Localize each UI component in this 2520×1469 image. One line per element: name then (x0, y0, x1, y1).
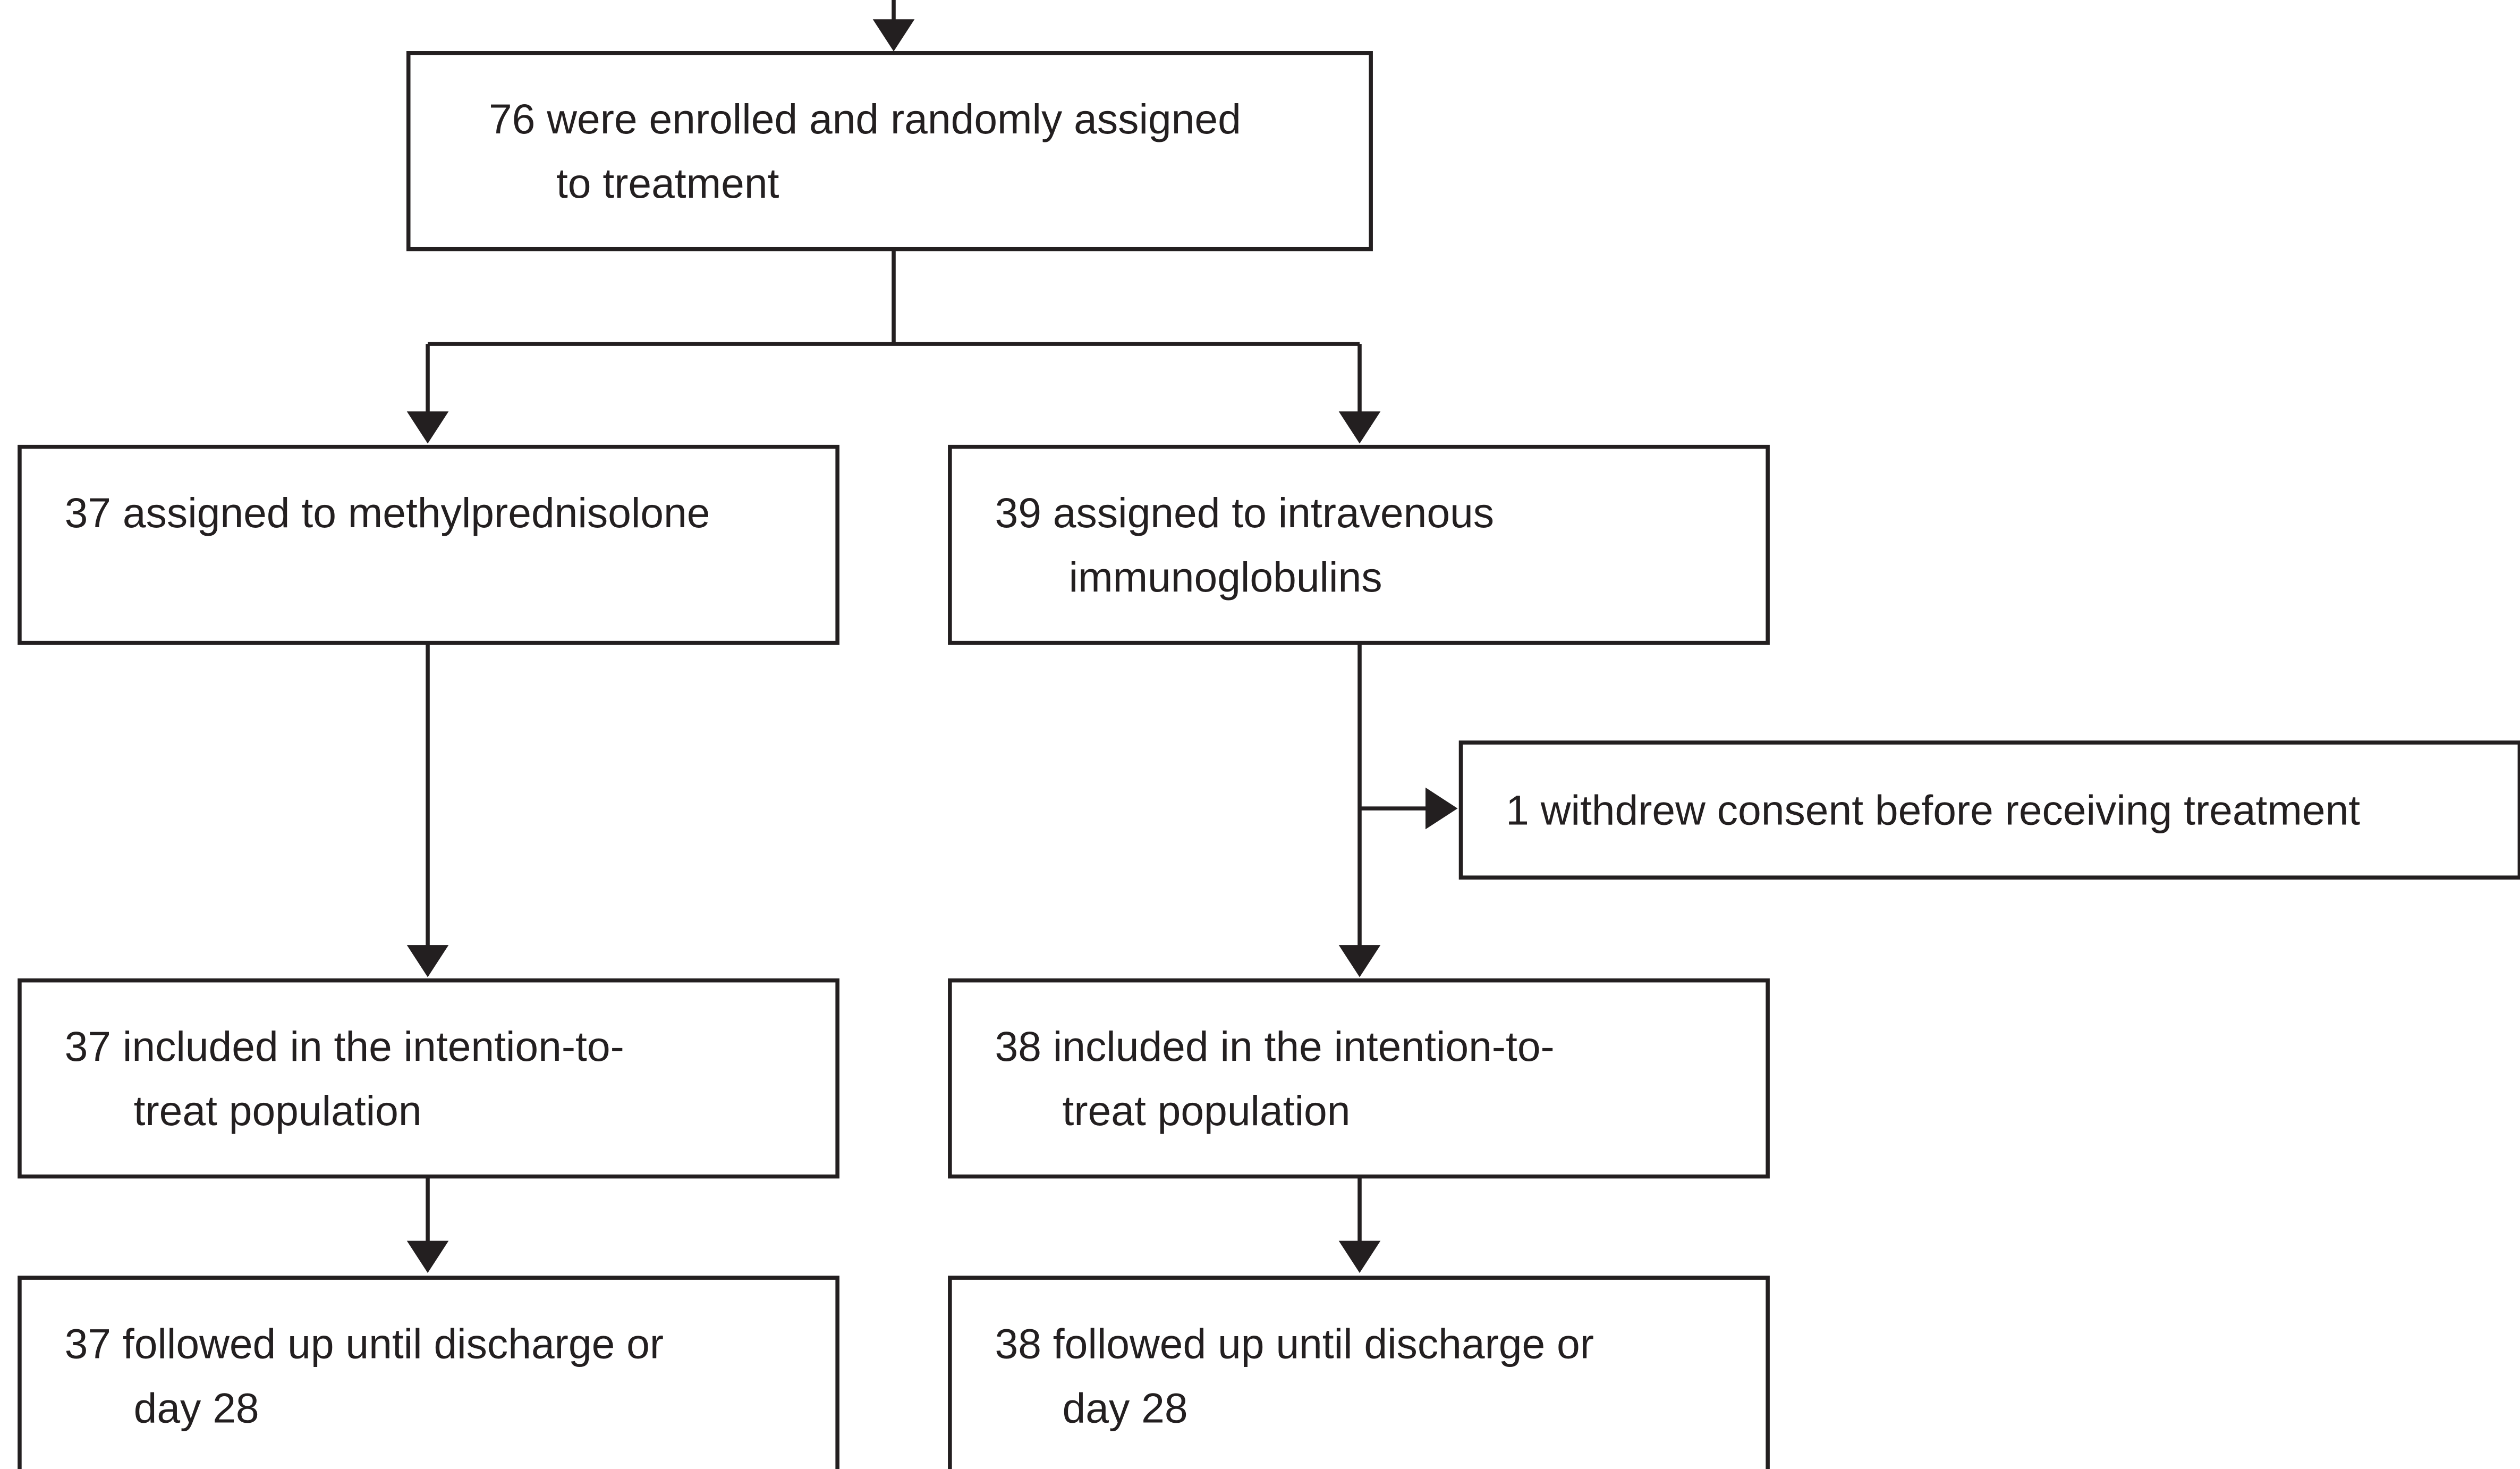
connectors (406, 0, 1458, 1273)
node-box (1458, 740, 2520, 880)
arrow-head (406, 411, 1381, 444)
node-label: day 28 (1063, 1384, 1188, 1431)
arrow-head (406, 787, 1458, 977)
edge (426, 643, 1436, 955)
node-box (18, 1276, 839, 1469)
node-label: 37 included in the intention-to- (65, 1023, 624, 1070)
arrow-head (406, 1240, 1381, 1273)
node-box (948, 978, 1770, 1179)
node-label: 1 withdrew consent before receiving trea… (1506, 787, 2360, 833)
node-box (948, 444, 1770, 645)
node-label: 38 included in the intention-to- (995, 1023, 1555, 1070)
node-label: immunoglobulins (1069, 554, 1382, 601)
edge (426, 1176, 1362, 1251)
node-label: 76 were enrolled and randomly assigned (489, 96, 1241, 142)
node-box (406, 51, 1373, 251)
node-label: treat population (134, 1087, 422, 1134)
node-label: day 28 (134, 1384, 259, 1431)
node-box (18, 444, 839, 645)
node-label: 37 followed up until discharge or (65, 1320, 664, 1367)
node-box (18, 978, 839, 1179)
node-label: 38 followed up until discharge or (995, 1320, 1594, 1367)
arrow-head (872, 19, 915, 52)
node-label: to treatment (556, 160, 779, 207)
node-label: 39 assigned to intravenous (995, 489, 1495, 536)
node-label: treat population (1063, 1087, 1351, 1134)
node-label: 37 assigned to methylprednisolone (65, 489, 710, 536)
node-box (948, 1276, 1770, 1469)
edge (426, 249, 1362, 421)
